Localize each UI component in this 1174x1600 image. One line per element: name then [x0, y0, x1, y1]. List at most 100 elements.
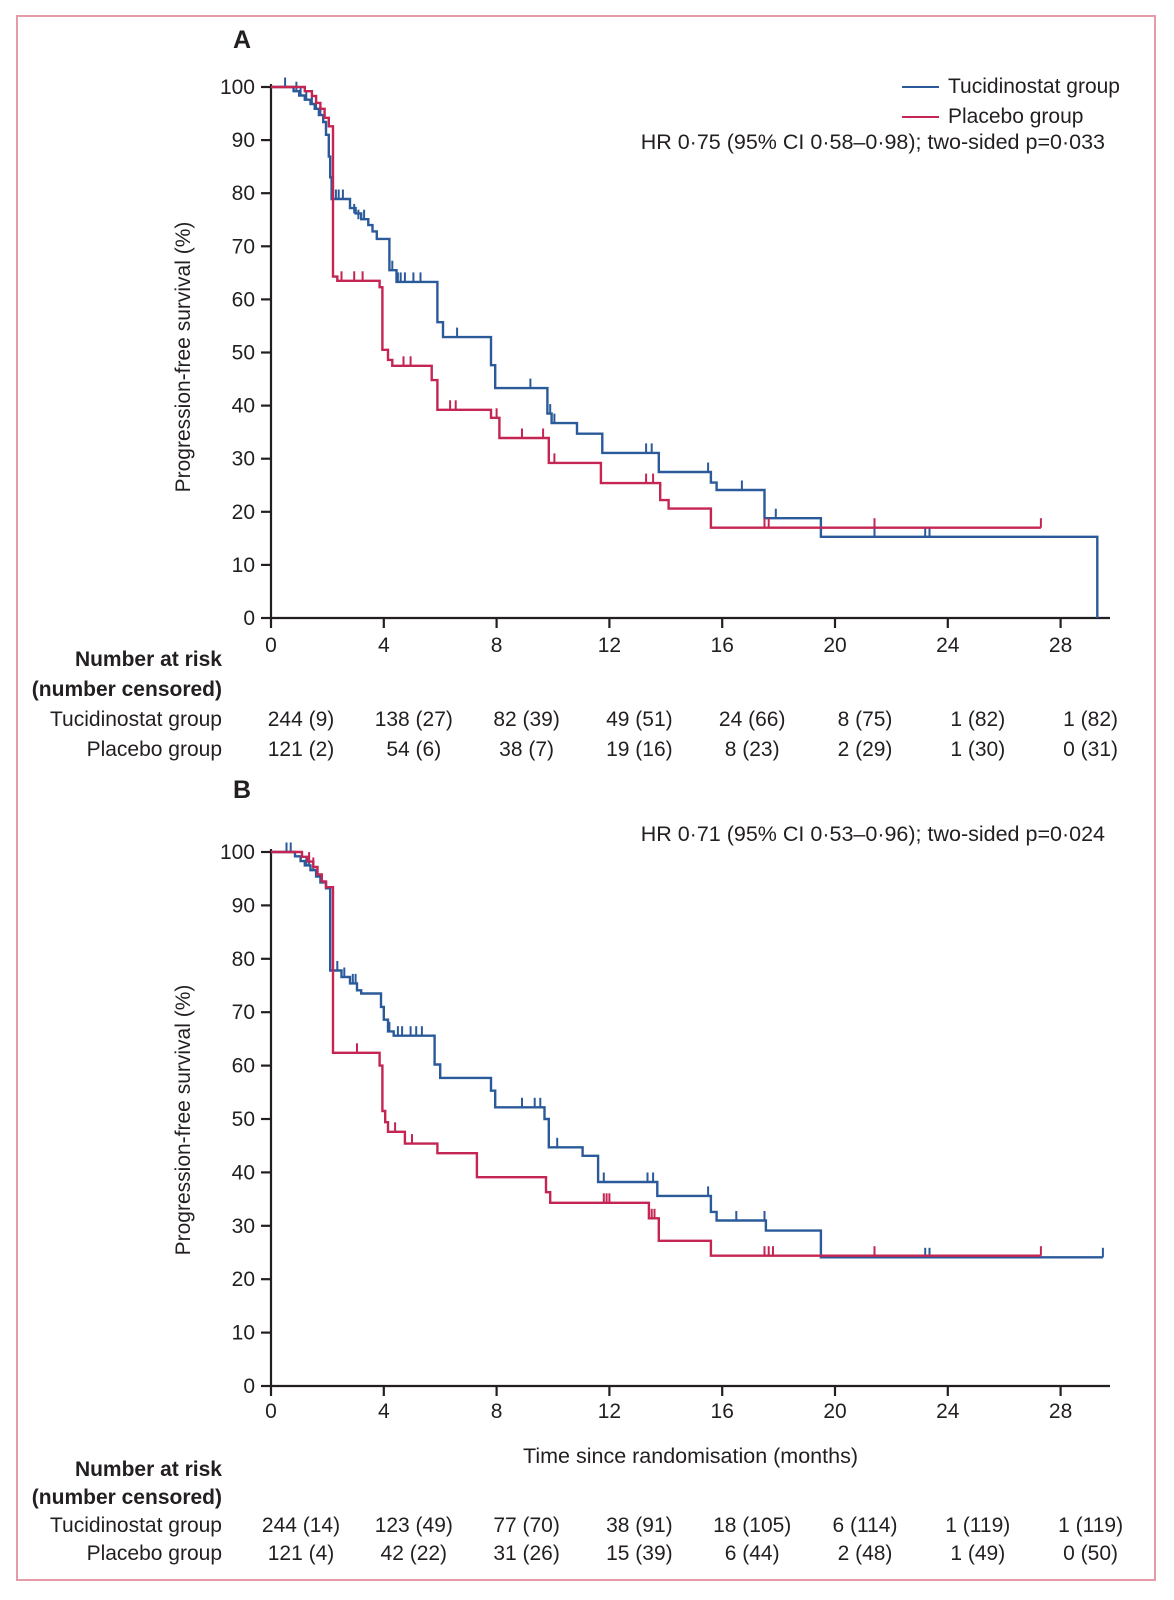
risk-value-a-placebo-m12: 19 (16) [606, 738, 673, 761]
y-tick-label: 10 [232, 1322, 255, 1345]
x-tick-label: 20 [823, 1400, 846, 1423]
x-tick-label: 24 [936, 634, 960, 657]
y-tick-label: 90 [232, 129, 255, 152]
risk-value-b-placebo-m8: 31 (26) [493, 1542, 560, 1565]
y-tick-label: 20 [232, 501, 255, 524]
risk-value-a-placebo-m24: 1 (30) [950, 738, 1006, 761]
risk-value-a-placebo-m4: 54 (6) [386, 738, 442, 761]
risk-value-b-tucidinostat-m8: 77 (70) [493, 1514, 560, 1537]
x-tick-label: 28 [1049, 634, 1072, 657]
risk-table-b-row-label-tucidinostat: Tucidinostat group [50, 1514, 222, 1537]
panel-b-label: B [233, 776, 252, 804]
risk-value-a-tucidinostat-m28: 1 (82) [1063, 708, 1119, 731]
risk-value-b-placebo-m4: 42 (22) [380, 1542, 448, 1565]
risk-table-b-header-1: Number at risk [74, 1458, 222, 1481]
risk-value-a-tucidinostat-m4: 138 (27) [374, 708, 453, 731]
y-axis-title-b: Progression-free survival (%) [172, 984, 195, 1256]
legend-label-tucidinostat: Tucidinostat group [948, 75, 1120, 98]
y-tick-label: 60 [232, 1055, 255, 1078]
hr-annotation-a: HR 0·75 (95% CI 0·58–0·98); two-sided p=… [640, 130, 1105, 154]
risk-value-a-placebo-m28: 0 (31) [1063, 738, 1119, 761]
risk-value-b-tucidinostat-m24: 1 (119) [945, 1514, 1011, 1537]
risk-value-b-tucidinostat-m16: 18 (105) [713, 1514, 792, 1537]
km-curve-a-tucidinostat [271, 85, 1099, 618]
risk-value-b-tucidinostat-m0: 244 (14) [261, 1514, 341, 1537]
risk-value-b-placebo-m0: 121 (4) [267, 1542, 335, 1565]
x-tick-label: 4 [378, 1400, 390, 1423]
y-tick-label: 30 [232, 448, 255, 471]
risk-value-a-tucidinostat-m8: 82 (39) [493, 708, 560, 731]
y-tick-label: 30 [232, 1215, 255, 1238]
tick-labels-b: 0 10 20 30 40 50 60 70 80 90 100 0 4 8 12 16 20 24 28 [220, 841, 1072, 1423]
x-tick-label: 0 [265, 634, 277, 657]
x-tick-label: 12 [598, 1400, 621, 1423]
risk-table-a-header-1: Number at risk [74, 648, 222, 671]
risk-table-a-row-label-tucidinostat: Tucidinostat group [50, 708, 222, 731]
y-tick-label: 0 [243, 607, 255, 630]
legend-item-placebo: Placebo group [902, 102, 1120, 132]
risk-value-a-tucidinostat-m24: 1 (82) [950, 708, 1006, 731]
y-tick-label: 40 [232, 395, 255, 418]
y-tick-label: 50 [232, 342, 255, 365]
tick-labels-a: 0 10 20 30 40 50 60 70 80 90 100 0 4 8 12 16 20 24 28 [220, 76, 1072, 657]
risk-value-a-placebo-m8: 38 (7) [499, 738, 555, 761]
km-curve-b-placebo [271, 850, 1041, 1257]
x-tick-label: 28 [1049, 1400, 1072, 1423]
risk-value-a-placebo-m16: 8 (23) [724, 738, 780, 761]
risk-value-b-placebo-m20: 2 (48) [837, 1542, 893, 1565]
risk-value-b-tucidinostat-m4: 123 (49) [374, 1514, 453, 1537]
km-curve-b-tucidinostat [271, 850, 1103, 1259]
risk-value-b-placebo-m28: 0 (50) [1063, 1542, 1119, 1565]
y-tick-label: 100 [220, 841, 255, 864]
risk-value-b-tucidinostat-m20: 6 (114) [832, 1514, 898, 1537]
risk-value-b-placebo-m12: 15 (39) [606, 1542, 673, 1565]
x-tick-label: 12 [598, 634, 621, 657]
y-tick-label: 80 [232, 182, 255, 205]
risk-value-b-tucidinostat-m28: 1 (119) [1058, 1514, 1124, 1537]
legend-label-placebo: Placebo group [948, 105, 1084, 128]
censor-ticks-a-placebo [340, 271, 1042, 528]
y-tick-label: 0 [243, 1375, 255, 1398]
x-tick-label: 16 [711, 1400, 734, 1423]
y-tick-label: 90 [232, 894, 255, 917]
x-tick-label: 20 [823, 634, 846, 657]
risk-table-a-row-label-placebo: Placebo group [86, 738, 222, 761]
y-tick-label: 60 [232, 288, 255, 311]
legend-line-icon-tucidinostat [902, 86, 939, 88]
legend: Tucidinostat group Placebo group [902, 72, 1120, 132]
x-tick-label: 8 [491, 634, 503, 657]
censor-ticks-b-placebo [308, 852, 1042, 1256]
y-tick-label: 70 [232, 1001, 255, 1024]
x-tick-label: 8 [491, 1400, 503, 1423]
x-tick-label: 4 [378, 634, 390, 657]
y-tick-label: 100 [220, 76, 255, 99]
hr-annotation-b: HR 0·71 (95% CI 0·53–0·96); two-sided p=… [640, 822, 1105, 846]
y-tick-label: 20 [232, 1268, 255, 1291]
risk-value-a-tucidinostat-m0: 244 (9) [267, 708, 335, 731]
risk-table-b-row-label-placebo: Placebo group [86, 1542, 222, 1565]
risk-value-b-tucidinostat-m12: 38 (91) [606, 1514, 673, 1537]
y-tick-label: 70 [232, 235, 255, 258]
y-tick-label: 40 [232, 1161, 255, 1184]
axes-a [261, 84, 1110, 628]
y-tick-label: 80 [232, 948, 255, 971]
km-panel-a: 0 10 20 30 40 50 60 70 80 90 100 0 4 8 12 16 20 24 28 [220, 76, 1110, 657]
censor-ticks-a-tucidinostat [284, 77, 931, 537]
y-axis-title-a: Progression-free survival (%) [172, 221, 195, 493]
x-axis-title: Time since randomisation (months) [523, 1444, 858, 1468]
risk-table-b-header-2: (number censored) [31, 1486, 222, 1509]
axes-b [261, 849, 1110, 1396]
y-tick-label: 10 [232, 554, 255, 577]
risk-value-b-placebo-m24: 1 (49) [950, 1542, 1006, 1565]
risk-value-a-tucidinostat-m12: 49 (51) [606, 708, 673, 731]
risk-value-b-placebo-m16: 6 (44) [724, 1542, 780, 1565]
km-panel-b: 0 10 20 30 40 50 60 70 80 90 100 0 4 8 12 16 20 24 28 [220, 841, 1110, 1423]
risk-value-a-tucidinostat-m16: 24 (66) [718, 708, 786, 731]
risk-value-a-placebo-m0: 121 (2) [267, 738, 335, 761]
x-tick-label: 24 [936, 1400, 960, 1423]
panel-a-label: A [233, 26, 252, 54]
risk-value-a-tucidinostat-m20: 8 (75) [837, 708, 893, 731]
x-tick-label: 0 [265, 1400, 277, 1423]
